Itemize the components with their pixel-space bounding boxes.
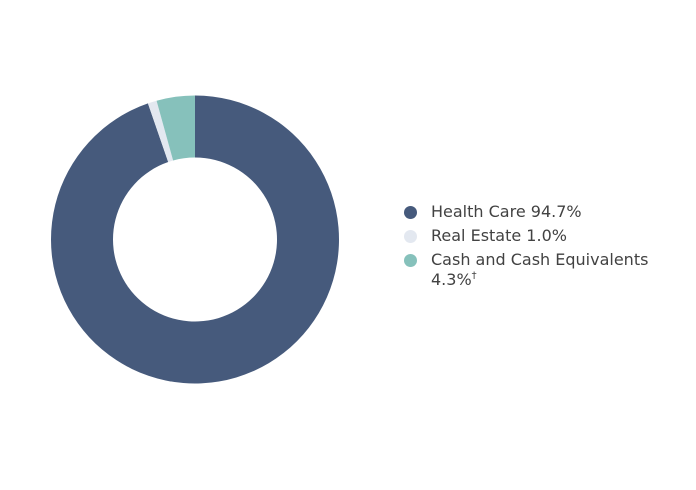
legend-item: Real Estate 1.0%: [404, 226, 666, 246]
legend-item: Cash and Cash Equivalents 4.3%†: [404, 250, 666, 290]
legend-item: Health Care 94.7%: [404, 202, 666, 222]
legend-item-label: Cash and Cash Equivalents 4.3%†: [431, 250, 651, 290]
pie-slice-real-estate: [147, 100, 174, 163]
legend-marker-dot: [404, 230, 417, 243]
legend-item-label: Real Estate 1.0%: [431, 226, 567, 246]
pie-slice-cash-and-cash-equivalents: [156, 95, 195, 161]
legend-marker-dot: [404, 254, 417, 267]
legend-marker-dot: [404, 206, 417, 219]
legend-item-text: Real Estate 1.0%: [431, 226, 567, 245]
legend-item-label: Health Care 94.7%: [431, 202, 582, 222]
legend-item-text: Cash and Cash Equivalents 4.3%: [431, 250, 649, 289]
pie-slice-health-care: [50, 95, 339, 384]
legend: Health Care 94.7% Real Estate 1.0% Cash an…: [404, 202, 666, 294]
legend-item-text: Health Care 94.7%: [431, 202, 582, 221]
dagger-footnote-marker: †: [471, 270, 477, 282]
